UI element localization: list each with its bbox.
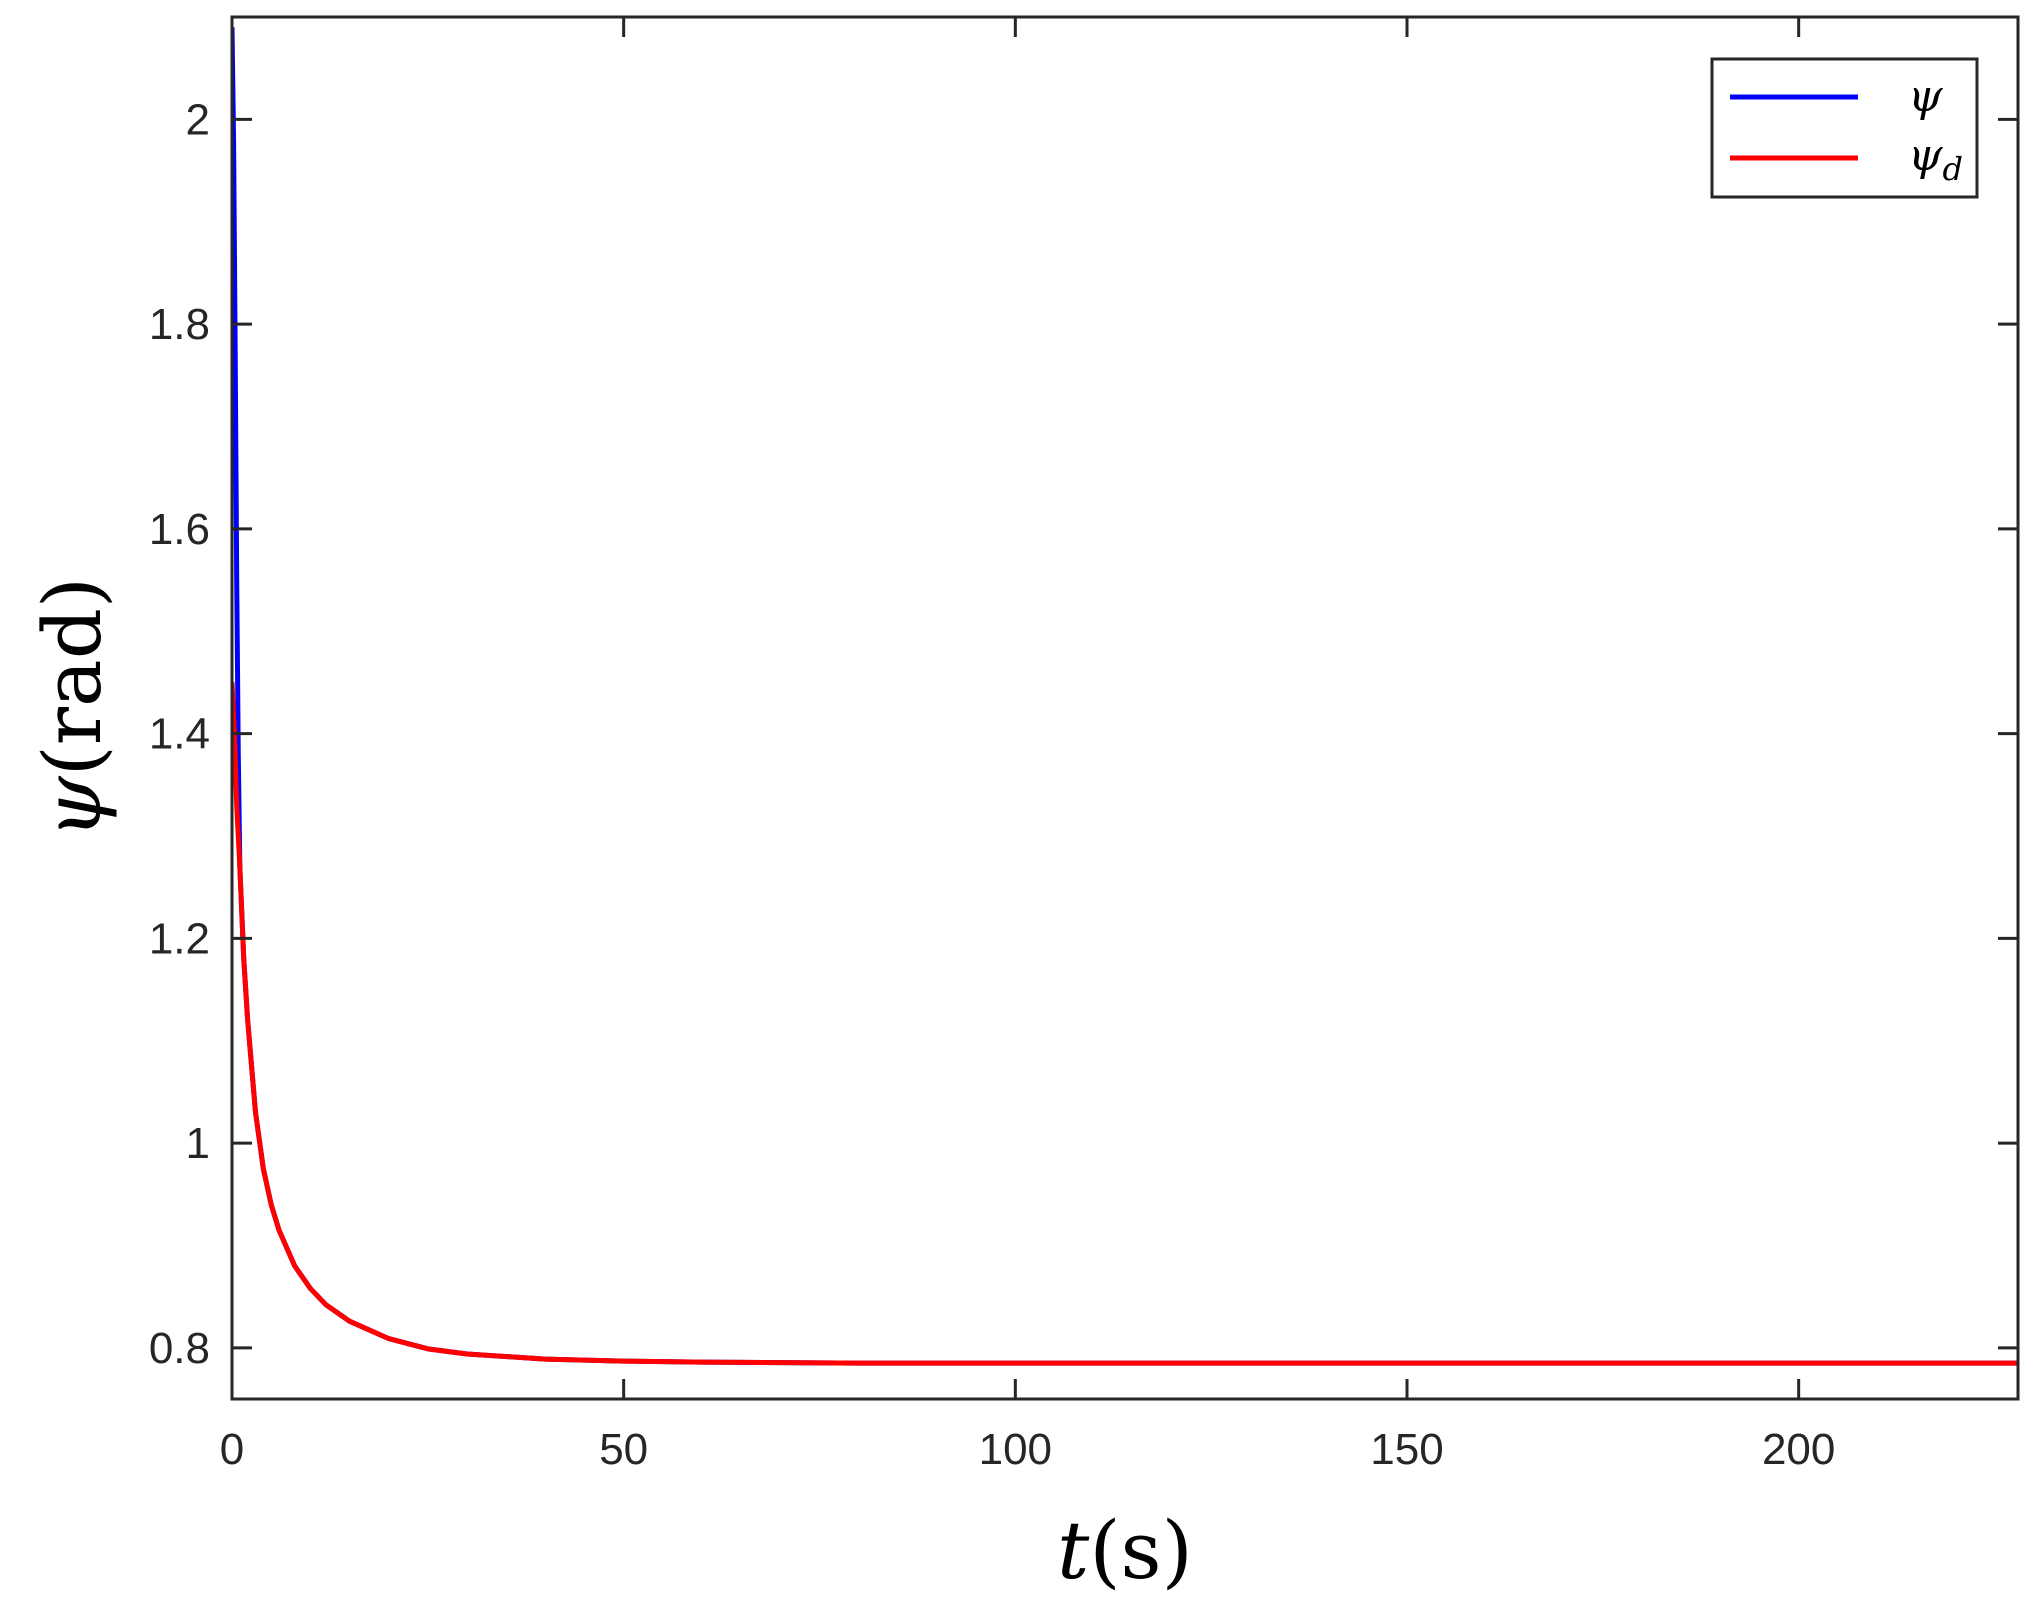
y-tick-label: 1.2 <box>149 914 210 963</box>
y-axis-var: ψ <box>26 775 119 839</box>
x-tick-label: 100 <box>979 1425 1052 1474</box>
legend-label-psi-d-sub: d <box>1943 150 1963 188</box>
series-layer <box>232 27 2018 1366</box>
x-tick-label: 200 <box>1762 1425 1835 1474</box>
legend-label-psi-d-base: ψ <box>1908 130 1943 181</box>
x-axis-title: t(s) <box>1057 1504 1193 1597</box>
tick-layer: 0 50 100 150 200 0.8 1 1.2 1.4 1.6 1.8 2 <box>149 17 2018 1474</box>
y-axis-title: ψ(rad) <box>26 577 119 839</box>
y-tick-label: 1 <box>186 1119 210 1168</box>
legend: ψ ψd <box>1710 57 1979 199</box>
legend-box <box>1710 57 1979 199</box>
plot-background <box>232 17 2018 1399</box>
y-tick-label: 1.8 <box>149 300 210 349</box>
y-tick-label: 1.4 <box>149 710 210 759</box>
legend-label-psi: ψ <box>1908 71 1943 122</box>
series-psi-d-line <box>232 682 2018 1366</box>
y-tick-label: 1.6 <box>149 505 210 554</box>
x-tick-label: 0 <box>220 1425 244 1474</box>
y-axis-unit: (rad) <box>26 577 119 777</box>
x-axis-var: t <box>1057 1504 1090 1597</box>
axes-box <box>230 15 2020 1401</box>
y-tick-label: 0.8 <box>149 1324 210 1373</box>
legend-label-psi-d: ψd <box>1908 130 1963 188</box>
x-tick-label: 50 <box>599 1425 648 1474</box>
x-axis-unit: (s) <box>1089 1504 1192 1597</box>
x-tick-label: 150 <box>1370 1425 1443 1474</box>
y-tick-label: 2 <box>186 95 210 144</box>
